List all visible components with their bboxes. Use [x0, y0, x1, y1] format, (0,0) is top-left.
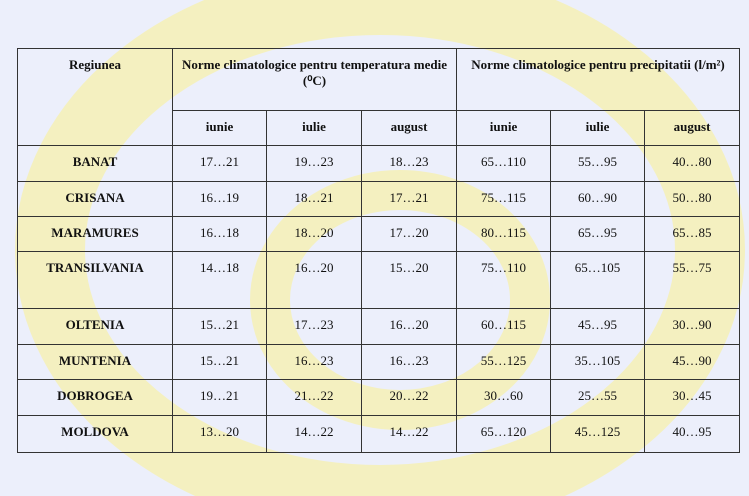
- temperature-header: Norme climatologice pentru temperatura m…: [171, 48, 458, 111]
- region-name: MOLDOVA: [17, 415, 173, 453]
- month-header: august: [644, 110, 741, 146]
- value-cell: 30…60: [456, 379, 552, 416]
- value-cell: 15…20: [360, 251, 458, 309]
- region-name: OLTENIA: [17, 308, 173, 345]
- value-cell: 65…95: [550, 216, 646, 252]
- value-cell: 13…20: [172, 415, 267, 453]
- value-cell: 65…120: [456, 415, 552, 453]
- value-cell: 25…55: [550, 379, 646, 416]
- month-header: iunie: [456, 110, 552, 146]
- data-row: BANAT 17…21 19…23 18…23 65…110 55…95 40…80: [17, 145, 741, 182]
- value-cell: 17…23: [266, 308, 362, 345]
- value-cell: 14…22: [360, 415, 458, 453]
- value-cell: 19…21: [172, 379, 267, 416]
- data-row: OLTENIA 15…21 17…23 16…20 60…115 45…95 30…90: [17, 308, 741, 345]
- value-cell: 16…20: [266, 251, 362, 309]
- value-cell: 16…23: [266, 344, 362, 380]
- region-name: DOBROGEA: [17, 379, 173, 416]
- data-row: MOLDOVA 13…20 14…22 14…22 65…120 45…125 40…95: [17, 415, 741, 453]
- value-cell: 14…22: [266, 415, 362, 453]
- region-name: CRISANA: [17, 181, 173, 217]
- value-cell: 55…75: [644, 251, 741, 309]
- months-row: iunie iulie august iunie iulie august: [18, 110, 741, 146]
- value-cell: 50…80: [644, 181, 741, 217]
- value-cell: 30…45: [644, 379, 741, 416]
- month-header: iulie: [266, 110, 362, 146]
- climate-table: Regiunea Norme climatologice pentru temp…: [17, 48, 741, 453]
- value-cell: 17…20: [360, 216, 458, 252]
- value-cell: 17…21: [360, 181, 458, 217]
- value-cell: 14…18: [172, 251, 267, 309]
- value-cell: 65…110: [456, 145, 552, 182]
- value-cell: 15…21: [172, 308, 267, 345]
- value-cell: 65…85: [644, 216, 741, 252]
- value-cell: 75…110: [456, 251, 552, 309]
- region-name: MARAMURES: [17, 216, 173, 252]
- value-cell: 16…18: [172, 216, 267, 252]
- data-row: CRISANA 16…19 18…21 17…21 75…115 60…90 50…80: [17, 181, 741, 217]
- value-cell: 16…19: [172, 181, 267, 217]
- value-cell: 18…20: [266, 216, 362, 252]
- value-cell: 55…95: [550, 145, 646, 182]
- value-cell: 30…90: [644, 308, 741, 345]
- value-cell: 17…21: [172, 145, 267, 182]
- value-cell: 75…115: [456, 181, 552, 217]
- month-header: august: [360, 110, 458, 146]
- data-row: DOBROGEA 19…21 21…22 20…22 30…60 25…55 30…45: [17, 379, 741, 416]
- value-cell: 18…21: [266, 181, 362, 217]
- value-cell: 45…90: [644, 344, 741, 380]
- value-cell: 15…21: [172, 344, 267, 380]
- month-header: iulie: [550, 110, 646, 146]
- region-header: Regiunea: [17, 48, 173, 146]
- value-cell: 60…90: [550, 181, 646, 217]
- region-name: BANAT: [17, 145, 173, 182]
- month-header: iunie: [172, 110, 267, 146]
- header-row: Regiunea Norme climatologice pentru temp…: [17, 48, 741, 146]
- precipitation-header: Norme climatologice pentru precipitatii …: [456, 48, 741, 111]
- value-cell: 20…22: [360, 379, 458, 416]
- value-cell: 45…95: [550, 308, 646, 345]
- data-row: TRANSILVANIA 14…18 16…20 15…20 75…110 65…105 5…: [17, 251, 741, 309]
- data-row: MUNTENIA 15…21 16…23 16…23 55…125 35…105 45…90: [17, 344, 741, 380]
- value-cell: 45…125: [550, 415, 646, 453]
- value-cell: 16…23: [360, 344, 458, 380]
- value-cell: 65…105: [550, 251, 646, 309]
- value-cell: 19…23: [266, 145, 362, 182]
- value-cell: 55…125: [456, 344, 552, 380]
- value-cell: 80…115: [456, 216, 552, 252]
- value-cell: 40…95: [644, 415, 741, 453]
- value-cell: 35…105: [550, 344, 646, 380]
- data-row: MARAMURES 16…18 18…20 17…20 80…115 65…95 65…85: [17, 216, 741, 252]
- value-cell: 18…23: [360, 145, 458, 182]
- value-cell: 60…115: [456, 308, 552, 345]
- value-cell: 16…20: [360, 308, 458, 345]
- value-cell: 21…22: [266, 379, 362, 416]
- table-body: Regiunea Norme climatologice pentru temp…: [17, 48, 741, 453]
- region-name: MUNTENIA: [17, 344, 173, 380]
- value-cell: 40…80: [644, 145, 741, 182]
- region-name: TRANSILVANIA: [17, 251, 173, 309]
